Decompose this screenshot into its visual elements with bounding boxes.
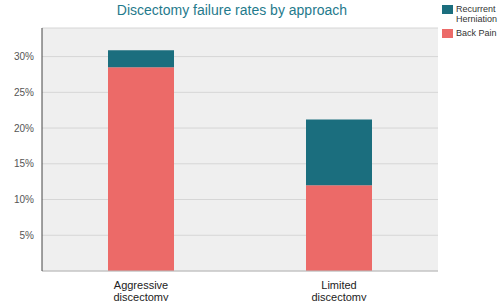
html-text:Discectomy failure rates by ap: Discectomy failure rates by approach	[116, 2, 348, 18]
html-text:Back Pain: Back Pain	[456, 28, 497, 38]
html-text:Recurrent Herniation: Recurrent Herniation	[456, 4, 497, 24]
svg-text:25%: 25%	[14, 87, 34, 98]
svg-text:5%: 5%	[20, 230, 35, 241]
svg-text:15%: 15%	[14, 158, 34, 169]
svg-text:Limiteddiscectomy: Limiteddiscectomy	[311, 279, 367, 301]
svg-text:Aggressivediscectomy: Aggressivediscectomy	[113, 279, 169, 301]
svg-text:20%: 20%	[14, 123, 34, 134]
svg-text:10%: 10%	[14, 194, 34, 205]
svg-text:30%: 30%	[14, 51, 34, 62]
